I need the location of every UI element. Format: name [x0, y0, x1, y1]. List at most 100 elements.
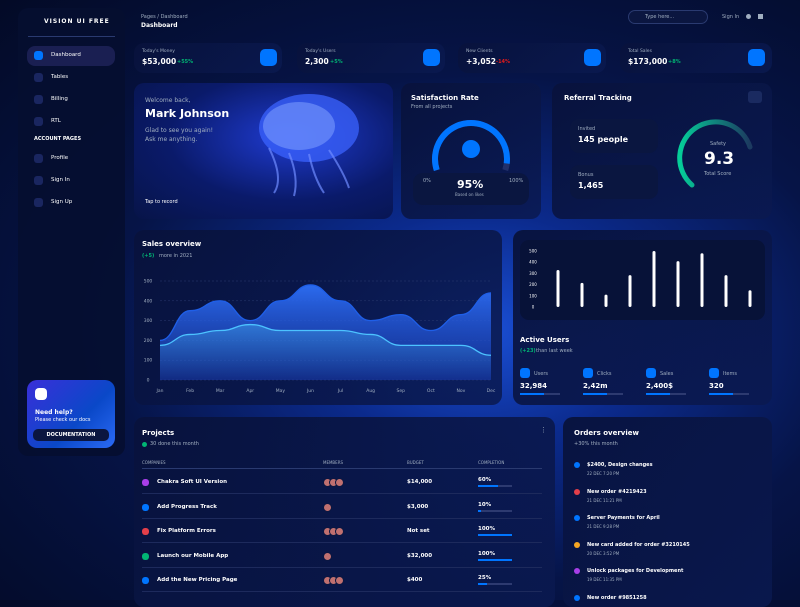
gauge-caption: Based on likes — [455, 192, 484, 197]
x-tick-label: Jan — [156, 388, 164, 394]
documentation-button[interactable]: DOCUMENTATION — [33, 429, 109, 441]
sign-in-link[interactable]: Sign In — [722, 14, 740, 20]
gauge-max: 100% — [509, 178, 524, 184]
sidebar: VISION UI FREE Dashboard Tables Billing RTL… — [18, 8, 125, 456]
safety-label: Safety — [710, 141, 726, 147]
nav-icon — [34, 73, 43, 82]
bar — [580, 282, 584, 307]
orders-card: Orders overview +30% this month $2400, D… — [563, 417, 772, 607]
y-tick-label: 100 — [144, 358, 153, 364]
stat-value: 2,400$ — [646, 382, 674, 390]
satisfaction-card: Satisfaction Rate From all projects 0% 1… — [401, 83, 541, 219]
completion-bar — [478, 583, 487, 585]
x-tick-label: Nov — [457, 388, 466, 394]
search-input[interactable]: Type here... — [628, 10, 708, 24]
more-button[interactable] — [748, 91, 762, 103]
stat-icon — [709, 368, 719, 378]
page-title: Dashboard — [141, 22, 178, 29]
nav-item[interactable]: RTL — [51, 118, 61, 124]
stat-change: +8% — [668, 59, 681, 65]
order-date: 21 DEC 11:21 PM — [587, 497, 622, 503]
invited-value: 145 people — [578, 135, 629, 144]
x-tick-label: Aug — [366, 388, 375, 394]
projects-menu[interactable]: ⋮ — [540, 426, 547, 434]
nav-active-bg — [27, 46, 115, 66]
order-text: New card added for order #3210145 — [587, 541, 690, 548]
stat-change: -14% — [496, 59, 511, 65]
completion-track — [478, 583, 512, 585]
bar — [652, 251, 656, 307]
nav-item[interactable]: Billing — [51, 96, 68, 102]
company-icon — [142, 528, 149, 535]
stat-card: Today's Money $53,000 +55% — [134, 43, 282, 73]
x-tick-label: May — [276, 388, 286, 394]
nav-item[interactable]: Sign Up — [51, 199, 73, 205]
active-users-subtitle: than last week — [536, 348, 573, 354]
completion-bar — [478, 509, 482, 512]
x-tick-label: Mar — [216, 388, 225, 394]
completion-label: 100% — [478, 550, 495, 557]
notifications-icon[interactable] — [758, 14, 763, 19]
row-rule — [142, 566, 542, 568]
bar — [628, 275, 632, 307]
stat-icon — [583, 368, 593, 378]
company-icon — [142, 577, 149, 584]
help-card: Need help? Please check our docs DOCUMEN… — [27, 380, 115, 448]
budget: $14,000 — [407, 479, 433, 485]
x-tick-label: Sep — [396, 388, 405, 394]
projects-title: Projects — [142, 429, 175, 437]
settings-icon[interactable] — [746, 14, 751, 19]
completion-label: 25% — [478, 575, 492, 581]
y-tick-label: 200 — [144, 338, 153, 344]
safety-score-label: Total Score — [704, 171, 732, 177]
sales-subtitle: more in 2021 — [159, 253, 193, 259]
progress-bar — [646, 393, 686, 395]
nav-item[interactable]: Sign In — [51, 177, 70, 183]
nav-section: ACCOUNT PAGES — [34, 136, 82, 142]
record-link[interactable]: Tap to record — [145, 199, 178, 205]
sales-change: (+5) — [142, 253, 155, 259]
budget: Not set — [407, 528, 430, 534]
nav-icon — [34, 176, 43, 185]
progress-bar — [709, 393, 749, 395]
y-tick-label: 400 — [529, 260, 537, 265]
y-tick-label: 100 — [529, 293, 537, 298]
welcome-card: Welcome back, Mark Johnson Glad to see y… — [134, 83, 393, 219]
order-icon — [574, 568, 580, 574]
order-icon — [574, 594, 580, 601]
gauge-panel — [413, 173, 529, 205]
stat-label: New Clients — [466, 49, 493, 54]
stat-icon — [748, 49, 765, 66]
company-name: Add Progress Track — [157, 503, 217, 510]
nav-item[interactable]: Dashboard — [51, 52, 81, 58]
y-tick-label: 500 — [529, 249, 537, 254]
gauge-min: 0% — [423, 178, 431, 184]
member-avatar — [335, 478, 344, 487]
order-text: New order #9851258 — [587, 594, 647, 601]
bar — [676, 261, 680, 307]
y-tick-label: 0 — [147, 378, 150, 384]
stat-value: +3,052 — [466, 57, 497, 66]
stat-label: Clicks — [597, 371, 612, 377]
x-tick-label: Oct — [427, 388, 435, 394]
nav-icon — [34, 154, 43, 163]
row-rule — [142, 517, 542, 519]
bar — [748, 290, 752, 307]
stat-change: +5% — [330, 59, 343, 65]
sales-card: Sales overview (+5) more in 2021 0 100 200… — [134, 230, 502, 405]
nav-item[interactable]: Profile — [51, 155, 69, 161]
stat-label: Today's Users — [305, 49, 336, 54]
bar — [700, 253, 704, 307]
order-text: Server Payments for April — [587, 515, 660, 521]
budget: $3,000 — [407, 503, 429, 510]
line — [159, 323, 492, 356]
stat-card: Today's Users 2,300 +5% — [297, 43, 445, 73]
nav-item[interactable]: Tables — [51, 74, 69, 80]
order-text: Unlock packages for Development — [587, 568, 684, 574]
sales-title: Sales overview — [142, 240, 202, 248]
stat-value: 32,984 — [520, 382, 548, 390]
stat-value: $173,000 — [628, 57, 668, 66]
greeting: Welcome back, — [145, 97, 191, 104]
user-name: Mark Johnson — [145, 107, 230, 120]
y-tick-label: 0 — [532, 305, 535, 310]
